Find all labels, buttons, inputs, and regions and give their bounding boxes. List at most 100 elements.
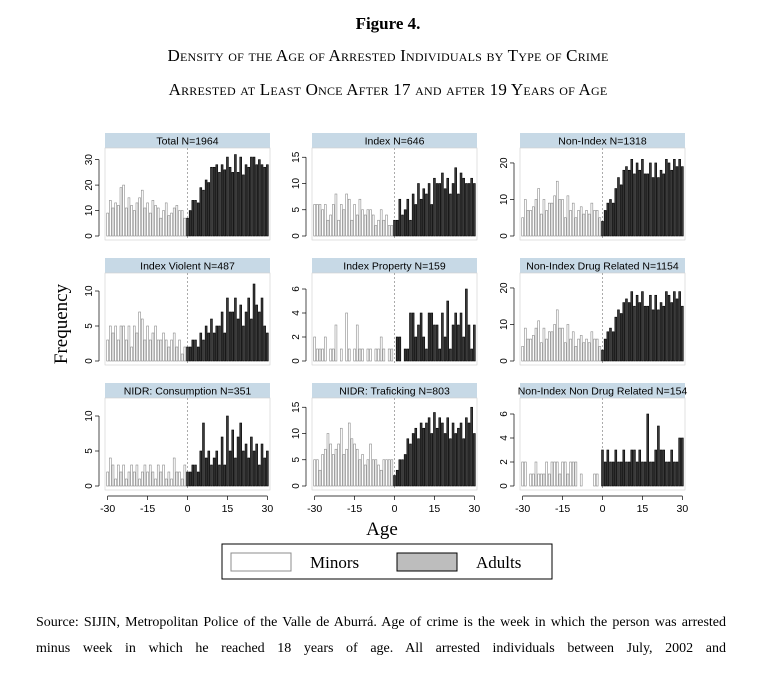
bar-minors (318, 348, 322, 362)
bar-adults (186, 217, 189, 237)
x-tick-label: 15 (637, 503, 649, 515)
bar-minors (366, 348, 370, 362)
bar-minors (548, 473, 551, 487)
x-tick-label: 30 (468, 503, 480, 515)
panel-6: Non-Index Drug Related N=1154 0 10 20 (499, 258, 686, 366)
bar-minors (542, 473, 546, 487)
bar-adults (473, 324, 476, 362)
bar-minors (558, 473, 562, 487)
bar-adults (635, 461, 639, 487)
bar-minors (127, 325, 131, 362)
bar-adults (202, 339, 205, 362)
bar-adults (467, 324, 471, 362)
x-tick-label: -15 (140, 503, 155, 515)
bar-adults (638, 169, 642, 237)
bar-adults (247, 297, 250, 362)
bar-minors (347, 198, 351, 237)
bar-minors (526, 338, 530, 362)
bar-minors (382, 219, 386, 237)
bar-adults (398, 459, 402, 487)
panel-title: Non-Index Drug Related N=1154 (526, 261, 679, 273)
bar-minors (553, 461, 556, 487)
bar-minors (390, 459, 394, 487)
bar-minors (598, 346, 602, 362)
x-tick-label: 30 (676, 503, 688, 515)
bar-adults (659, 169, 663, 237)
bar-minors (321, 454, 324, 487)
bar-adults (627, 461, 631, 487)
bar-minors (345, 312, 348, 362)
bar-minors (321, 348, 324, 362)
x-axis-label: Age (366, 519, 398, 540)
bar-minors (329, 443, 332, 487)
bar-minors (334, 448, 338, 487)
bar-minors (537, 188, 540, 237)
bar-minors (106, 339, 109, 362)
y-tick-label: 6 (499, 411, 510, 417)
panel-header (312, 133, 477, 148)
bar-adults (614, 449, 618, 487)
bar-minors (143, 464, 147, 487)
bar-adults (194, 339, 197, 362)
bar-minors (164, 478, 168, 487)
y-tick-label: 0 (291, 483, 302, 489)
bar-adults (260, 297, 264, 362)
bar-adults (401, 459, 404, 487)
bar-adults (199, 332, 203, 362)
bar-minors (524, 327, 527, 362)
y-tick-label: 5 (291, 457, 302, 463)
bar-adults (603, 461, 607, 487)
x-tick-label: 0 (392, 503, 398, 515)
bar-minors (148, 212, 152, 237)
bar-minors (156, 339, 160, 362)
panel-9: Non-Index Non Drug Related N=154 0 2 4 6 -30 -… (499, 383, 688, 515)
bar-minors (159, 339, 163, 362)
bar-adults (465, 183, 468, 237)
bar-adults (210, 464, 213, 487)
bar-minors (334, 324, 338, 362)
bar-minors (130, 205, 133, 237)
bar-adults (462, 336, 465, 362)
bar-adults (667, 294, 671, 362)
bar-minors (122, 184, 125, 237)
bar-minors (361, 454, 364, 487)
bar-minors (529, 210, 532, 237)
bar-adults (427, 417, 431, 487)
bar-adults (438, 183, 442, 237)
bar-adults (212, 457, 216, 487)
bar-adults (403, 209, 407, 237)
bar-minors (175, 471, 179, 487)
bar-minors (138, 197, 141, 237)
bar-adults (443, 336, 447, 362)
bar-minors (574, 217, 578, 237)
bar-adults (419, 198, 423, 237)
bar-minors (143, 339, 147, 362)
bar-adults (622, 169, 626, 237)
bar-minors (532, 206, 535, 237)
bar-minors (358, 198, 362, 237)
y-tick-label: 15 (291, 401, 302, 413)
bar-minors (122, 325, 125, 362)
bar-adults (454, 167, 457, 237)
bar-adults (635, 294, 639, 362)
bar-adults (403, 348, 407, 362)
bar-minors (558, 327, 562, 362)
bar-adults (411, 433, 415, 487)
histogram-grid: Frequency Age Minors Adults Total N=1964… (51, 133, 688, 580)
bar-adults (627, 302, 631, 362)
bar-minors (175, 205, 179, 237)
panel-header (312, 383, 477, 398)
bar-adults (250, 318, 253, 362)
bar-minors (151, 332, 155, 362)
bar-minors (151, 471, 155, 487)
bar-minors (369, 209, 372, 237)
bar-minors (345, 193, 348, 237)
bar-adults (223, 464, 227, 487)
bar-minors (571, 331, 575, 362)
bar-adults (422, 188, 426, 237)
bar-adults (215, 164, 219, 237)
bar-minors (130, 464, 133, 487)
legend-swatch-minors (230, 552, 292, 572)
bar-adults (411, 193, 415, 237)
bar-minors (524, 461, 527, 487)
